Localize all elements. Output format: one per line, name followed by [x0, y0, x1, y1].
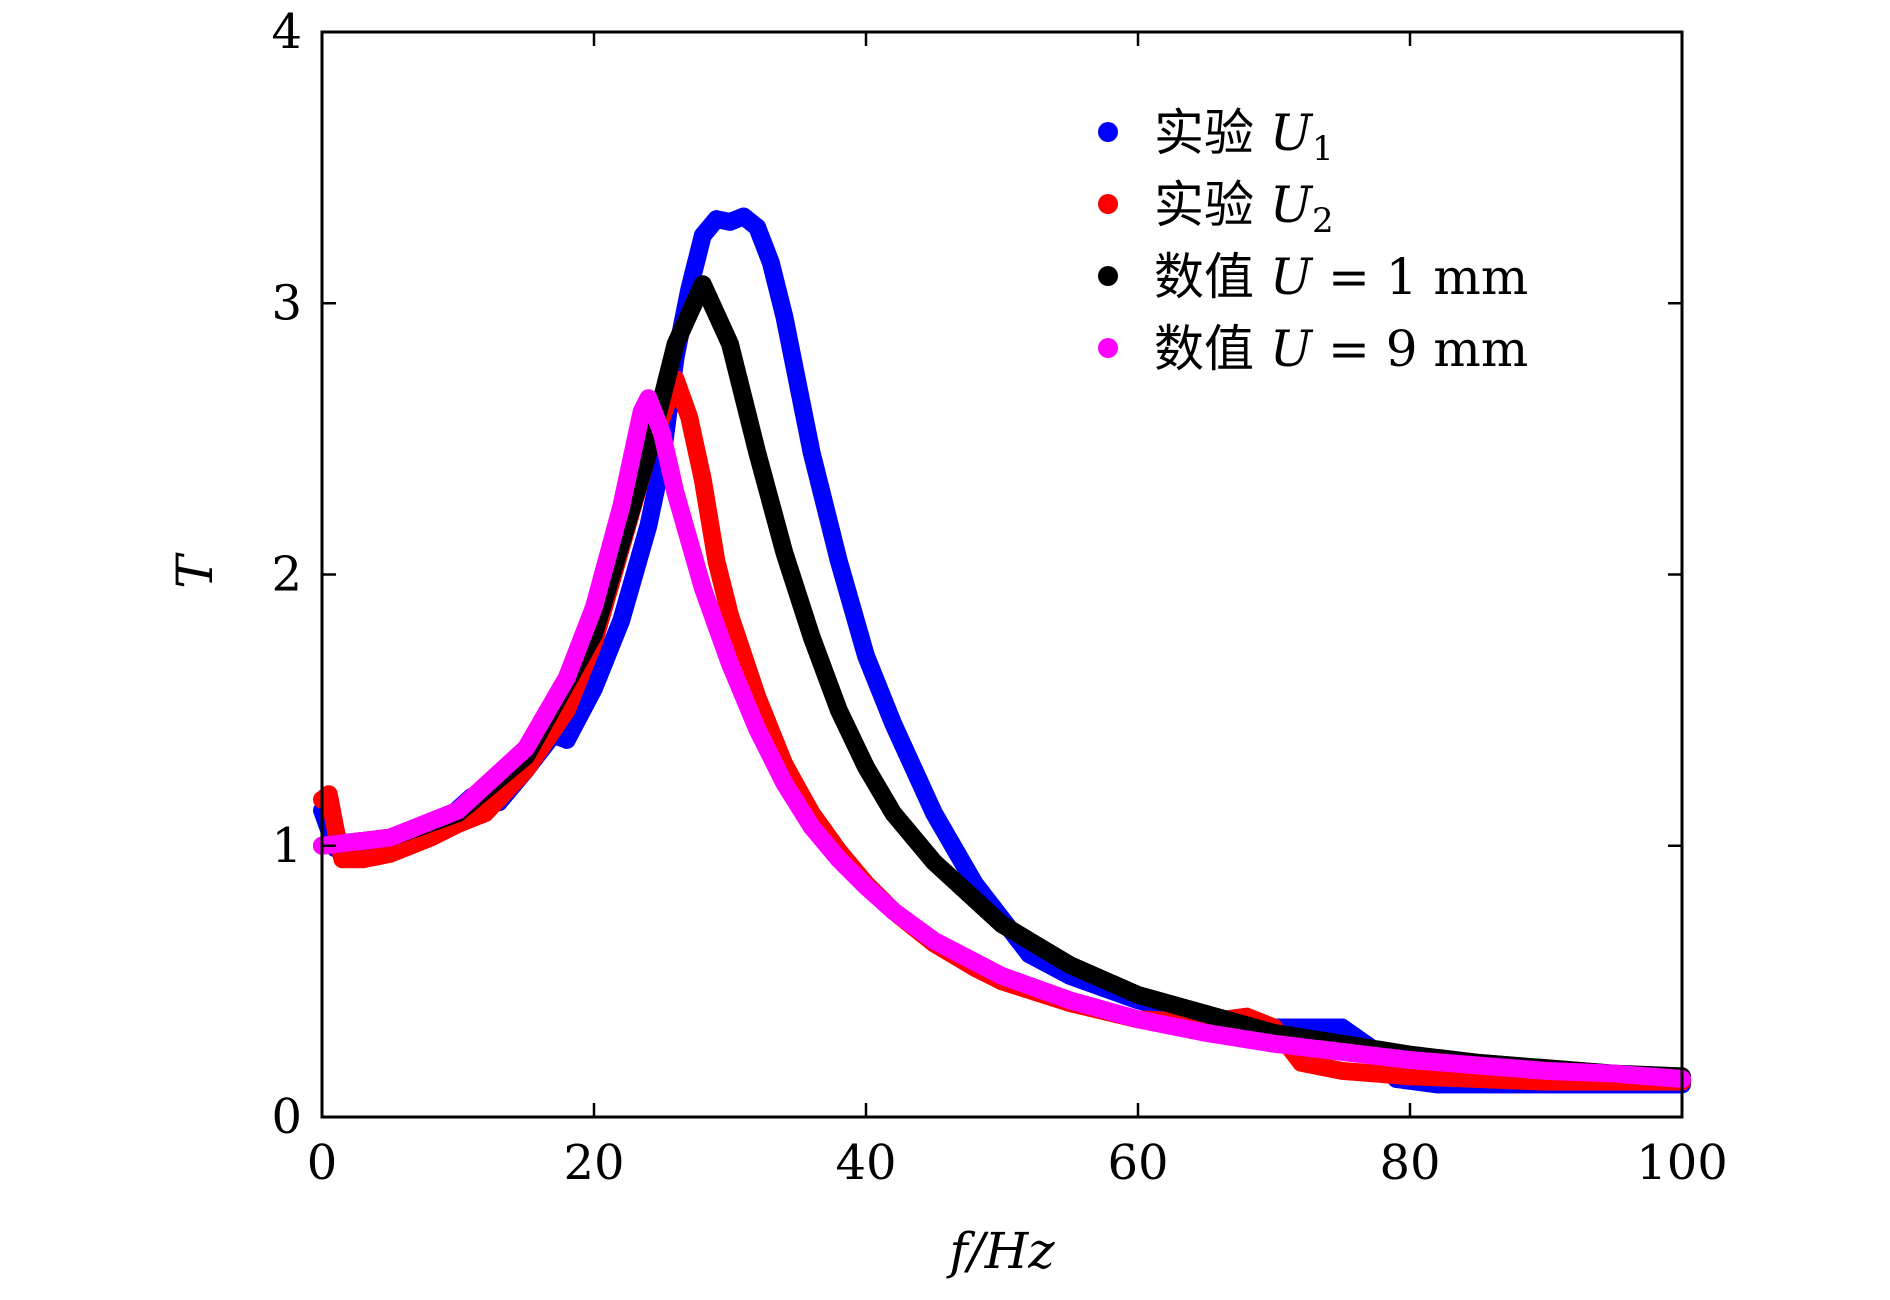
x-tick-label: 80: [1379, 1135, 1440, 1191]
x-tick-label: 60: [1107, 1135, 1168, 1191]
legend-marker: [1098, 122, 1118, 142]
legend-item-1: 实验 U1: [1098, 104, 1334, 169]
plot-frame: [320, 30, 1684, 1119]
x-tick-label: 0: [307, 1135, 338, 1191]
y-tick-label: 1: [271, 818, 302, 874]
legend-marker: [1098, 194, 1118, 214]
y-tick-label: 3: [271, 275, 302, 331]
y-tick-label: 0: [271, 1089, 302, 1145]
tick-layer: 0 20 40 60 80 100 0 1 2 3 4: [271, 4, 1727, 1191]
legend-label: 数值 U = 1 mm: [1154, 248, 1528, 306]
x-axis-label: f/Hz: [945, 1222, 1055, 1280]
series-layer: [313, 207, 1691, 1094]
legend-label: 实验 U1: [1154, 104, 1334, 169]
x-tick-label: 100: [1636, 1135, 1728, 1191]
legend-item-4: 数值 U = 9 mm: [1098, 320, 1528, 378]
series-3: [313, 275, 1691, 1086]
x-tick-label: 20: [563, 1135, 624, 1191]
legend: 实验 U1 实验 U2 数值 U = 1 mm 数值 U = 9 mm: [1098, 104, 1528, 378]
legend-marker: [1098, 338, 1118, 358]
x-tick-label: 40: [835, 1135, 896, 1191]
legend-label: 数值 U = 9 mm: [1154, 320, 1528, 378]
series-4: [313, 389, 1691, 1089]
legend-item-2: 实验 U2: [1098, 176, 1334, 241]
legend-label: 实验 U2: [1154, 176, 1334, 241]
y-axis-label: T: [166, 552, 224, 589]
legend-marker: [1098, 266, 1118, 286]
legend-item-3: 数值 U = 1 mm: [1098, 248, 1528, 306]
y-tick-label: 2: [271, 547, 302, 603]
y-tick-label: 4: [271, 4, 302, 60]
